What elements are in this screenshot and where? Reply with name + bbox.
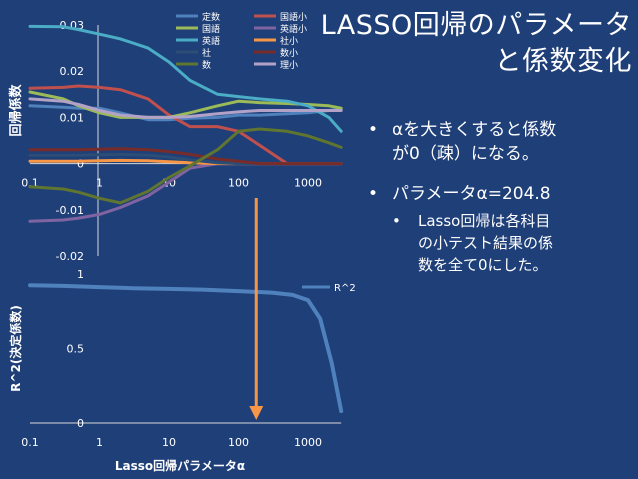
x-tick-label: 1000: [294, 177, 322, 190]
coef-series-line: [28, 147, 343, 166]
x-tick-label: 1000: [294, 436, 322, 449]
legend-label: 数小: [280, 47, 298, 59]
legend-label: 国語小: [280, 11, 307, 23]
bullet-text-line: が0（疎）になる。: [392, 144, 539, 164]
x-tick-label: 10: [162, 436, 176, 449]
y-tick-label: 0: [77, 158, 84, 171]
sub-bullet-text-line: の小テスト結果の係: [418, 234, 554, 252]
bullet-list: • αを大きくすると係数 が0（疎）になる。 • パラメータα=204.8 • …: [368, 118, 630, 276]
title-line-2: と係数変化: [494, 46, 632, 77]
x-tick-label: 0.1: [21, 436, 39, 449]
coef-series-line: [28, 24, 343, 133]
x-tick-label: 1: [96, 436, 103, 449]
r2-series-line: [28, 283, 344, 414]
legend-label: 英語: [202, 35, 220, 47]
y-tick-label: -0.01: [56, 204, 84, 217]
legend-label: 数: [202, 59, 211, 71]
y-axis-title: R^2(決定係数): [8, 305, 23, 392]
x-tick-label: 100: [228, 436, 249, 449]
sub-bullet-item: • Lasso回帰は各科目 の小テスト結果の係 数を全て0にした。: [392, 210, 630, 276]
slide-title: LASSO回帰のパラメータ と係数変化: [298, 8, 632, 80]
sub-bullet-text-line: Lasso回帰は各科目: [418, 212, 551, 230]
x-tick-label: 100: [228, 177, 249, 190]
bullet-marker: •: [368, 120, 379, 140]
coef-series-line: [28, 97, 343, 119]
y-tick-label: 0.01: [60, 111, 85, 124]
y-tick-label: 0: [77, 417, 84, 430]
title-line-1: LASSO回帰のパラメータ: [320, 10, 632, 41]
bullet-text-line: αを大きくすると係数: [392, 120, 557, 140]
alpha-arrow-head: [249, 406, 264, 420]
bullet-marker: •: [368, 184, 379, 204]
legend-label: 理小: [280, 60, 298, 71]
bullet-item: • αを大きくすると係数 が0（疎）になる。: [368, 118, 630, 166]
legend-label: 社: [202, 47, 211, 59]
y-tick-label: -0.02: [56, 250, 84, 263]
bullet-item: • パラメータα=204.8: [368, 182, 630, 206]
y-axis-title: 回帰係数: [8, 84, 24, 137]
sub-bullet-text-line: 数を全て0にした。: [418, 256, 548, 274]
y-tick-label: 0.02: [60, 65, 85, 78]
x-tick-label: 1: [96, 177, 103, 190]
coef-series-line: [28, 84, 343, 166]
y-tick-label: 0.5: [67, 343, 85, 356]
y-tick-label: 1: [77, 268, 84, 281]
bullet-text-line: パラメータα=204.8: [392, 184, 551, 204]
sub-bullet-marker: •: [392, 212, 401, 230]
legend-label: 国語: [202, 23, 220, 35]
legend-label: 定数: [202, 11, 220, 23]
coef-series-line: [28, 127, 343, 205]
x-axis-title: Lasso回帰パラメータα: [115, 458, 245, 473]
legend-label: R^2: [334, 283, 356, 294]
legend-label: 社小: [280, 35, 298, 47]
legend-label: 英語小: [280, 23, 307, 35]
